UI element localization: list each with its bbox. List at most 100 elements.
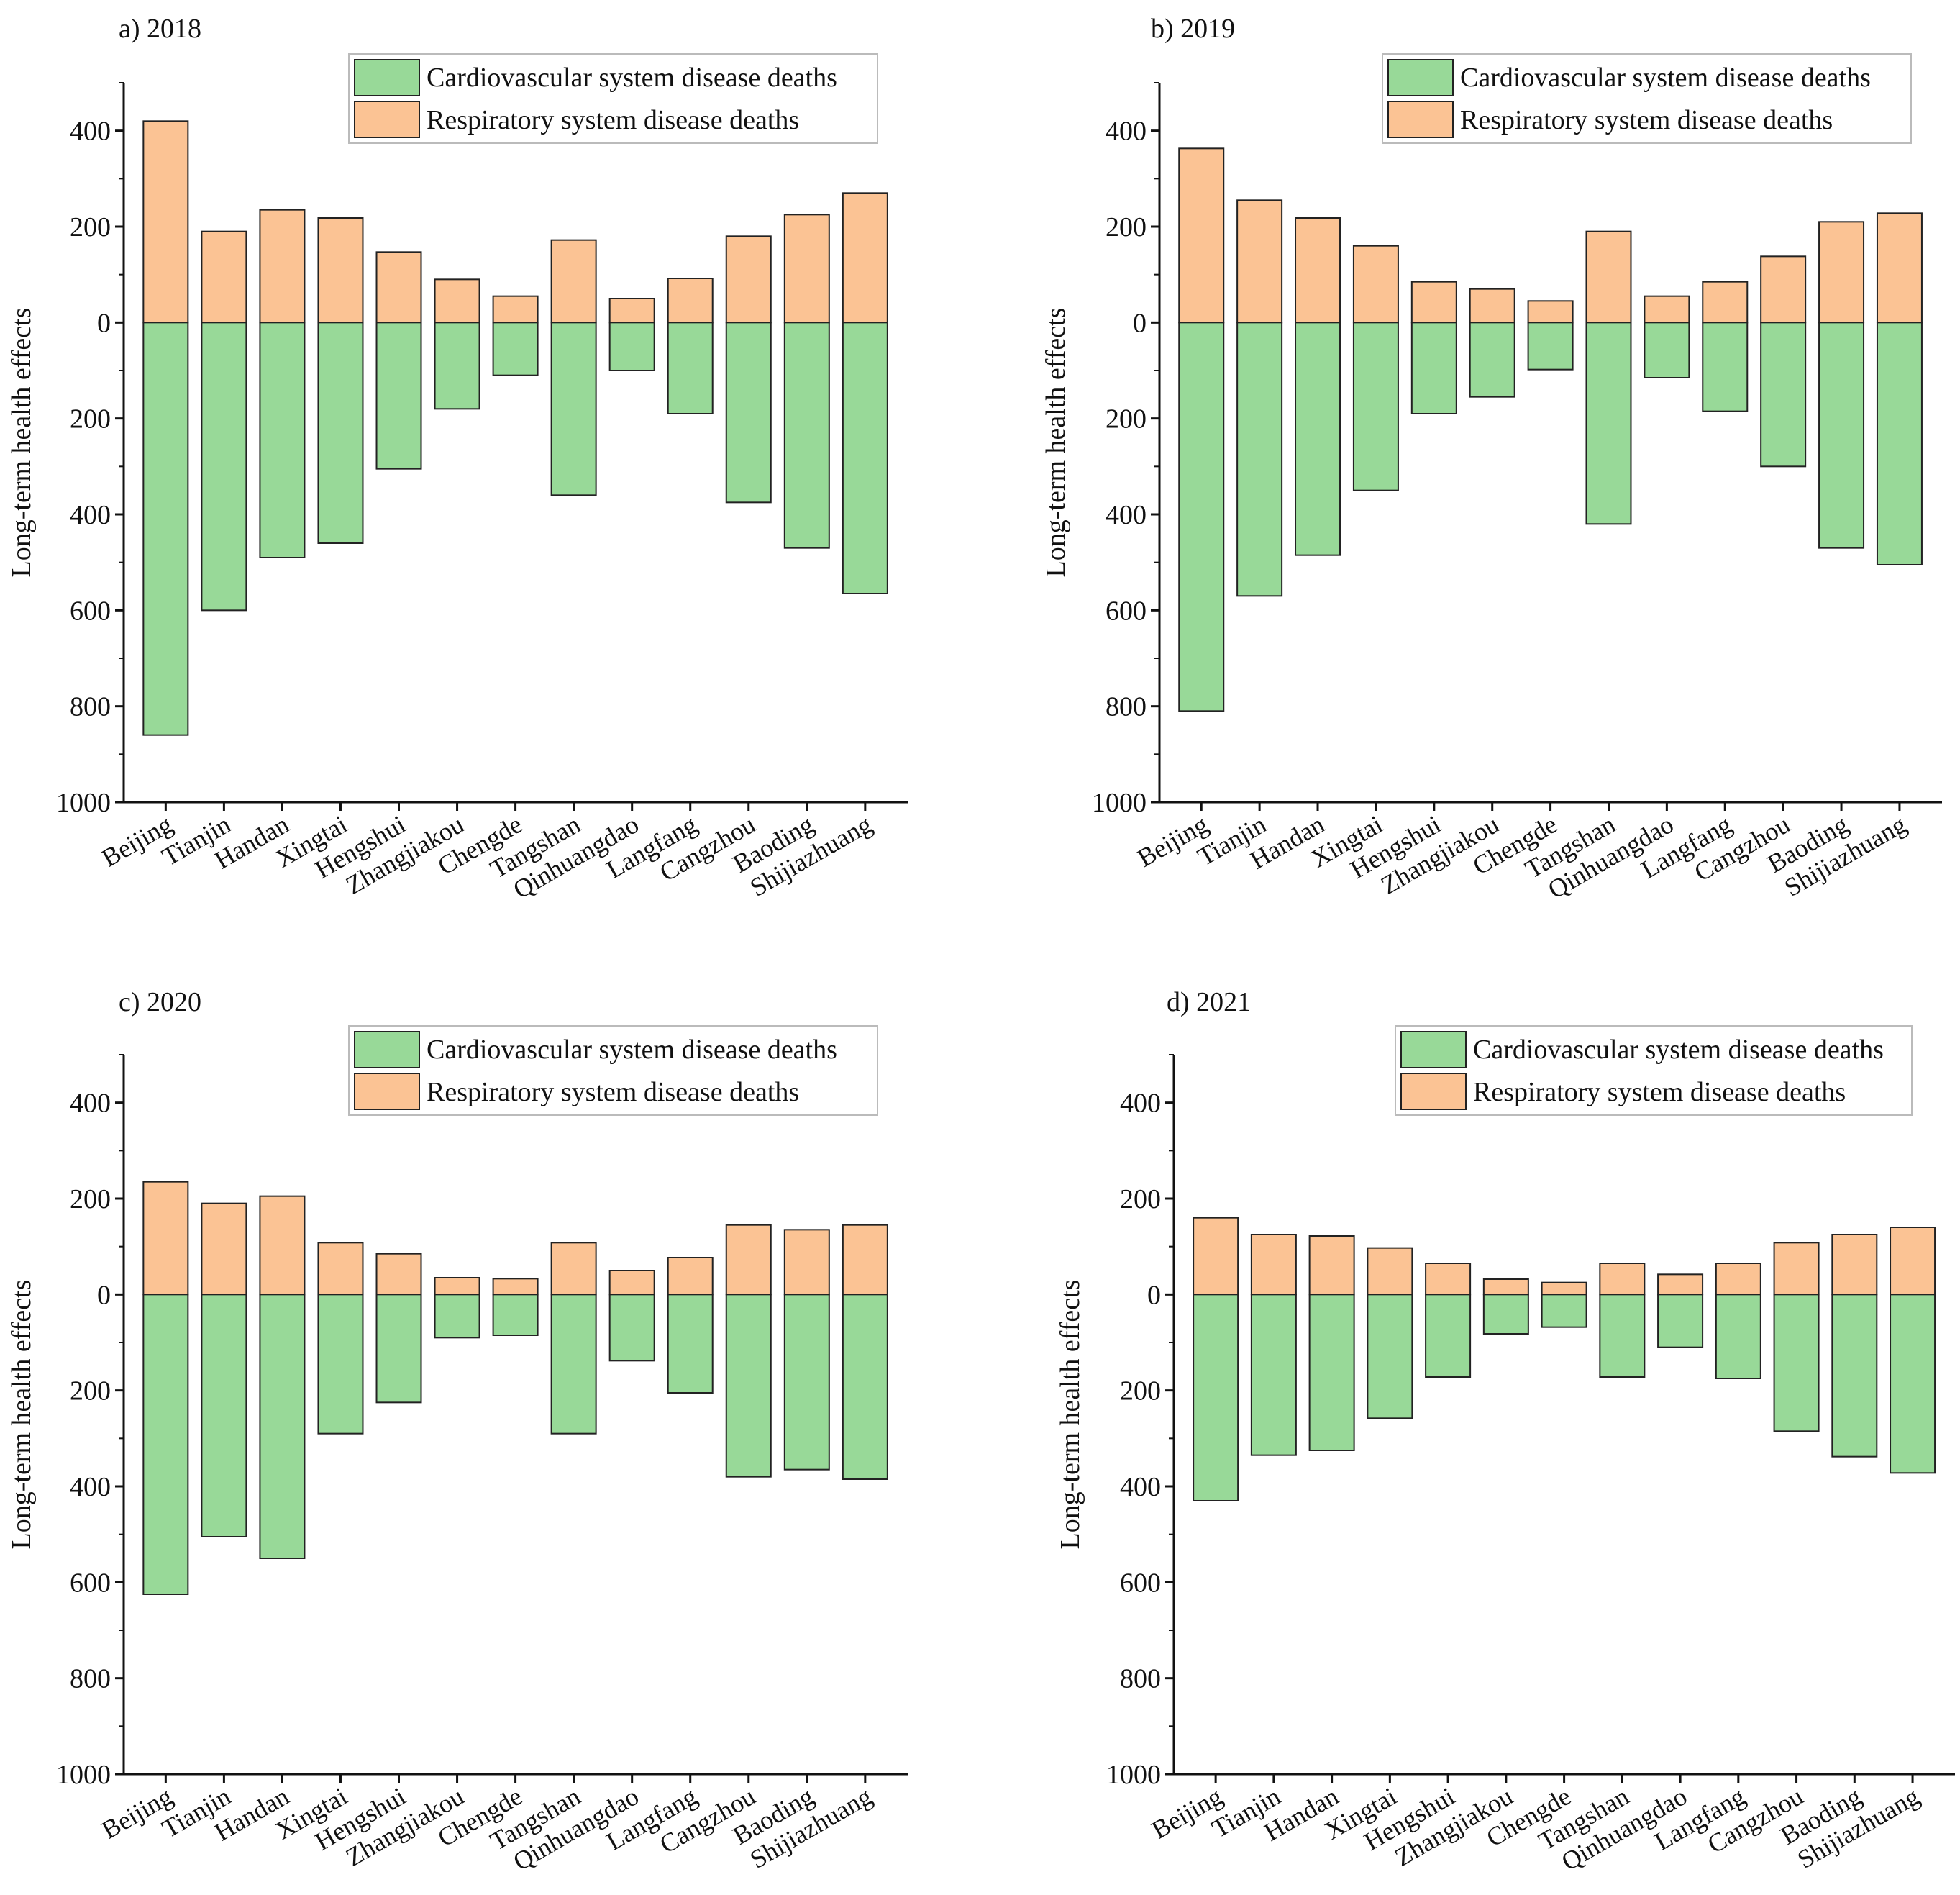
bar-respiratory-zhangjiakou: [434, 1277, 480, 1296]
bar-respiratory-chengde: [492, 295, 539, 324]
legend-label-cardio: Cardiovascular system disease deaths: [1473, 1035, 1884, 1065]
legend: Cardiovascular system disease deaths Resp…: [348, 1025, 878, 1116]
legend-box: [348, 1025, 878, 1116]
legend-box: [348, 53, 878, 144]
bar-cardiovascular-tangshan: [1599, 1294, 1646, 1378]
legend-label-resp: Respiratory system disease deaths: [427, 105, 799, 135]
y-tick-label: 1000: [1106, 1760, 1161, 1790]
y-tick-label: 400: [70, 117, 111, 147]
bar-cardiovascular-langfang: [667, 1294, 714, 1394]
bar-cardiovascular-tianjin: [1250, 1294, 1297, 1456]
legend-swatch-resp: [354, 1073, 420, 1110]
bar-respiratory-tangshan: [550, 239, 597, 324]
bar-cardiovascular-hengshui: [375, 1294, 422, 1404]
legend-swatch-resp: [354, 101, 420, 138]
bar-cardiovascular-chengde: [492, 1294, 539, 1337]
bar-cardiovascular-cangzhou: [725, 1294, 772, 1478]
bar-respiratory-cangzhou: [1760, 255, 1807, 324]
legend-label-cardio: Cardiovascular system disease deaths: [427, 1035, 837, 1065]
bar-cardiovascular-tangshan: [1585, 322, 1632, 525]
bar-cardiovascular-baoding: [783, 1294, 830, 1471]
bar-cardiovascular-tianjin: [201, 322, 247, 612]
bar-cardiovascular-qinhuangdao: [1644, 322, 1690, 379]
bar-respiratory-shijiazhuang: [1876, 212, 1923, 324]
bar-respiratory-langfang: [667, 1257, 714, 1296]
bar-cardiovascular-baoding: [783, 322, 830, 549]
bar-cardiovascular-handan: [259, 1294, 306, 1560]
y-tick-label: 0: [1133, 308, 1147, 338]
bar-respiratory-qinhuangdao: [1644, 295, 1690, 324]
bar-respiratory-xingtai: [1367, 1247, 1413, 1296]
bar-respiratory-cangzhou: [725, 1224, 772, 1296]
bar-cardiovascular-handan: [1308, 1294, 1355, 1452]
bar-respiratory-chengde: [1541, 1281, 1587, 1296]
y-tick-label: 0: [97, 308, 111, 338]
bar-cardiovascular-qinhuangdao: [1657, 1294, 1704, 1348]
bar-cardiovascular-qinhuangdao: [608, 322, 655, 372]
chart-title: a) 2018: [119, 14, 201, 44]
chart-panel-4: d) 2021 Long-term health effects 1000 800 60…: [1055, 987, 1955, 1876]
y-tick-label: 400: [70, 1089, 111, 1119]
chart-panel-1: a) 2018 Long-term health effects 1000 800 60…: [6, 14, 908, 904]
bar-cardiovascular-tianjin: [201, 1294, 247, 1538]
legend-swatch-resp: [1400, 1073, 1467, 1110]
bar-respiratory-langfang: [1702, 281, 1749, 324]
bar-respiratory-tangshan: [1599, 1263, 1646, 1296]
legend-swatch-cardio: [1387, 59, 1454, 96]
y-tick-label: 200: [70, 404, 111, 435]
bar-respiratory-zhangjiakou: [434, 278, 480, 324]
y-tick-label: 200: [70, 1184, 111, 1214]
y-tick-label: 200: [1106, 404, 1147, 435]
legend-label-resp: Respiratory system disease deaths: [1460, 105, 1833, 135]
bar-cardiovascular-beijing: [1178, 322, 1225, 712]
chart-title: b) 2019: [1151, 14, 1235, 44]
bar-cardiovascular-handan: [259, 322, 306, 558]
bar-cardiovascular-tangshan: [550, 322, 597, 496]
bar-cardiovascular-zhangjiakou: [434, 1294, 480, 1339]
y-tick-label: 400: [1120, 1472, 1161, 1502]
bar-cardiovascular-tianjin: [1236, 322, 1283, 597]
bar-respiratory-cangzhou: [725, 235, 772, 324]
bar-respiratory-shijiazhuang: [1890, 1227, 1936, 1296]
legend-swatch-cardio: [1400, 1031, 1467, 1068]
y-tick-label: 200: [1120, 1376, 1161, 1407]
bar-cardiovascular-chengde: [492, 322, 539, 376]
bar-respiratory-tianjin: [201, 1202, 247, 1296]
bar-respiratory-chengde: [1527, 300, 1574, 324]
bar-cardiovascular-hengshui: [1425, 1294, 1472, 1378]
bar-cardiovascular-baoding: [1818, 322, 1865, 549]
bar-respiratory-zhangjiakou: [1482, 1278, 1529, 1296]
bar-respiratory-tangshan: [550, 1242, 597, 1296]
y-tick-label: 400: [1106, 500, 1147, 530]
bar-respiratory-chengde: [492, 1278, 539, 1296]
y-tick-label: 600: [1120, 1568, 1161, 1598]
bar-respiratory-tianjin: [1250, 1234, 1297, 1296]
bar-respiratory-qinhuangdao: [1657, 1273, 1704, 1296]
bar-respiratory-cangzhou: [1773, 1242, 1820, 1296]
bar-cardiovascular-cangzhou: [1773, 1294, 1820, 1432]
y-axis-label: Long-term health effects: [1055, 1280, 1085, 1550]
chart-title: d) 2021: [1167, 987, 1251, 1017]
bar-cardiovascular-qinhuangdao: [608, 1294, 655, 1362]
y-tick-label: 800: [70, 1664, 111, 1694]
legend-swatch-cardio: [354, 59, 420, 96]
legend-label-resp: Respiratory system disease deaths: [427, 1077, 799, 1107]
bar-respiratory-hengshui: [375, 1253, 422, 1296]
bar-cardiovascular-cangzhou: [725, 322, 772, 504]
bar-respiratory-shijiazhuang: [842, 192, 888, 324]
legend-label-cardio: Cardiovascular system disease deaths: [1460, 63, 1871, 93]
legend: Cardiovascular system disease deaths Resp…: [1382, 53, 1912, 144]
bar-cardiovascular-zhangjiakou: [1482, 1294, 1529, 1335]
bar-respiratory-hengshui: [375, 251, 422, 324]
bar-respiratory-beijing: [142, 120, 189, 324]
bar-respiratory-baoding: [1818, 221, 1865, 324]
y-tick-label: 400: [1120, 1089, 1161, 1119]
bar-respiratory-shijiazhuang: [842, 1224, 888, 1296]
bar-respiratory-baoding: [783, 214, 830, 324]
bar-respiratory-handan: [1308, 1235, 1355, 1296]
legend-box: [1382, 53, 1912, 144]
legend-swatch-resp: [1387, 101, 1454, 138]
y-tick-label: 400: [70, 1472, 111, 1502]
legend-box: [1395, 1025, 1913, 1116]
bar-respiratory-baoding: [783, 1229, 830, 1296]
